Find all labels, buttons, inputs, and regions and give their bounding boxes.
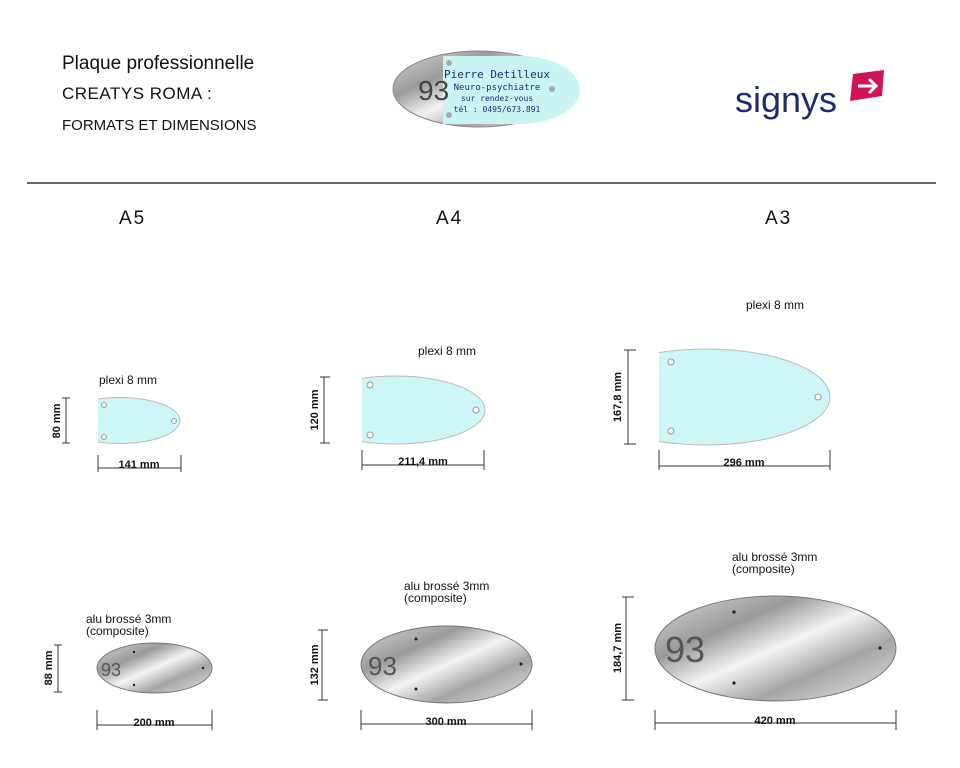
dimension-label: 300 mm — [426, 716, 467, 728]
format-a5-label: A5 — [119, 208, 147, 229]
screw-icon — [446, 60, 452, 66]
dimension-label: 167,8 mm — [612, 372, 624, 422]
dimension-label: 132 mm — [309, 644, 321, 685]
drawing-shape — [360, 625, 533, 704]
drawing-shape — [659, 348, 831, 446]
drawing-shape — [96, 642, 213, 694]
drawing-shape — [658, 450, 831, 470]
format-a3-label: A3 — [765, 208, 793, 229]
sample-profession: Neuro-psychiatre — [454, 83, 541, 93]
drawing-shape — [878, 646, 882, 650]
drawing-shape — [814, 393, 822, 401]
drawing-shape — [624, 349, 636, 445]
drawing-shape — [97, 455, 182, 472]
drawing-shape — [318, 629, 328, 701]
sample-name: Pierre Detilleux — [444, 68, 550, 81]
drawing-shape — [519, 662, 523, 666]
drawing-shape — [667, 427, 675, 435]
dimension-label: plexi 8 mm — [418, 344, 476, 358]
title-line-2: CREATYS ROMA : — [62, 84, 213, 103]
dimension-label: 93 — [101, 660, 121, 680]
dimension-label: 93 — [368, 651, 397, 681]
sample-plaque: 93 Pierre Detilleux Neuro-psychiatre sur… — [392, 50, 580, 128]
drawing-shape — [62, 397, 70, 444]
drawing-shape — [472, 406, 480, 414]
drawing-shape — [414, 637, 418, 641]
dimension-label: alu brossé 3mm — [732, 550, 817, 564]
dimension-label: alu brossé 3mm — [404, 579, 489, 593]
drawing-shape — [360, 710, 533, 730]
drawing-shape — [654, 710, 897, 730]
drawing-shape — [362, 375, 486, 445]
dimension-label: 80 mm — [51, 403, 63, 438]
sample-appointment: sur rendez-vous — [461, 94, 533, 103]
dimension-label: (composite) — [86, 624, 149, 638]
title-line-1: Plaque professionnelle — [62, 53, 255, 74]
dimension-label: signys — [735, 79, 837, 120]
dimension-label: 141 mm — [119, 459, 160, 471]
drawing-shape — [443, 56, 580, 124]
drawing-shape — [320, 376, 330, 444]
drawing-shape — [201, 666, 205, 670]
dimension-label: 88 mm — [43, 650, 55, 685]
dimension-label: (composite) — [732, 562, 795, 576]
drawing-shape — [732, 610, 736, 614]
screw-icon — [549, 86, 555, 92]
drawing-shape — [622, 596, 634, 701]
dimension-label: alu brossé 3mm — [86, 612, 171, 626]
dimension-label: 211,4 mm — [398, 456, 448, 468]
drawing-shape — [98, 397, 181, 444]
dimension-label: 420 mm — [755, 715, 796, 727]
screw-icon — [446, 112, 452, 118]
drawing-shape — [132, 683, 136, 687]
drawing-shape — [54, 644, 62, 693]
a3-alu: alu brossé 3mm (composite) 93 184,7 mm 4… — [612, 550, 897, 730]
drawing-shape — [366, 431, 374, 439]
signys-logo: signys — [735, 70, 884, 120]
sample-number: 93 — [418, 75, 449, 106]
dimension-label: plexi 8 mm — [746, 298, 804, 312]
format-a4-label: A4 — [436, 208, 464, 229]
drawing-shape — [101, 402, 107, 408]
dimension-label: 184,7 mm — [612, 623, 624, 673]
a3-plexi: plexi 8 mm 167,8 mm 296 mm — [612, 298, 831, 470]
dimension-label: plexi 8 mm — [99, 373, 157, 387]
drawing-shape — [132, 650, 136, 654]
drawing-shape — [361, 450, 485, 470]
dimension-label: (composite) — [404, 591, 467, 605]
a4-alu: alu brossé 3mm (composite) 93 132 mm 300… — [309, 579, 533, 730]
drawing-shape — [858, 77, 879, 95]
drawing-shape — [732, 681, 736, 685]
drawing-shape — [366, 381, 374, 389]
drawing-shape — [101, 434, 107, 440]
a5-alu: alu brossé 3mm (composite) 93 88 mm 200 … — [43, 612, 213, 730]
dimension-label: 200 mm — [134, 717, 175, 729]
dimension-label: 120 mm — [309, 389, 321, 430]
dimension-label: 93 — [665, 629, 705, 670]
title-line-3: FORMATS ET DIMENSIONS — [62, 117, 257, 134]
sample-phone: tél : 0495/673.891 — [454, 104, 541, 114]
drawing-shape — [667, 358, 675, 366]
drawing-shape — [414, 687, 418, 691]
a5-plexi: plexi 8 mm 80 mm 141 mm — [51, 373, 182, 472]
a4-plexi: plexi 8 mm 120 mm 211,4 mm — [309, 344, 486, 470]
dimension-label: 296 mm — [724, 457, 765, 469]
drawing-shape — [96, 710, 213, 730]
drawing-shape — [171, 418, 177, 424]
drawing-shape — [654, 595, 897, 702]
